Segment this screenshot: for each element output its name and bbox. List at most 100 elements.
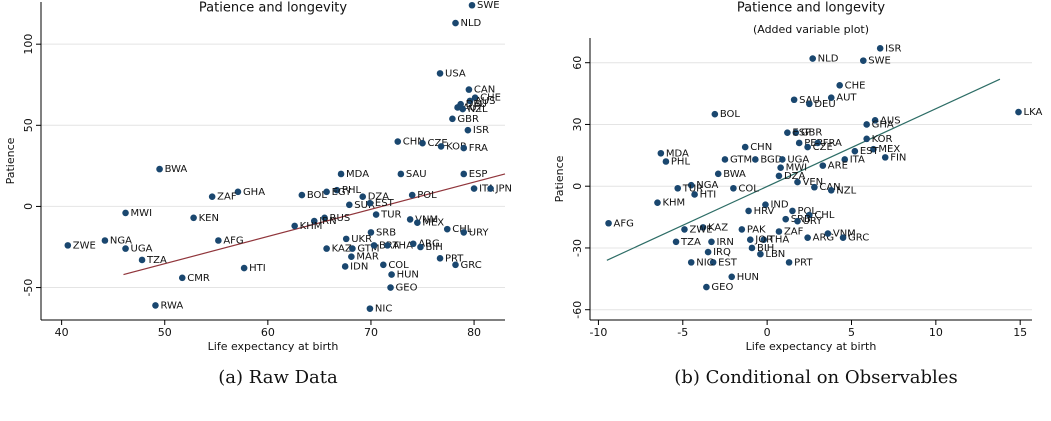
- point: [370, 242, 378, 249]
- point-label: HTI: [700, 189, 717, 200]
- point: [388, 271, 395, 278]
- point-label: IRN: [319, 216, 336, 227]
- point-label: GTM: [730, 154, 752, 165]
- y-tick-label: 0: [571, 183, 584, 190]
- point: [657, 149, 665, 157]
- point: [708, 238, 715, 246]
- point-label: ISR: [885, 43, 901, 54]
- point-label: GRC: [848, 233, 869, 244]
- point: [789, 207, 796, 215]
- point-label: MEX: [878, 144, 900, 155]
- point-label: KEN: [199, 213, 219, 224]
- caption: (b) Conditional on Observables: [674, 367, 957, 388]
- point-label: DEU: [466, 99, 487, 110]
- x-tick-label: 0: [764, 326, 771, 339]
- point: [346, 201, 353, 209]
- point-label: MAR: [356, 252, 378, 263]
- point: [777, 164, 784, 171]
- point: [728, 273, 736, 281]
- point-label: GHA: [872, 119, 894, 130]
- x-axis-label: Life expectancy at birth: [746, 340, 877, 353]
- point-label: IRN: [716, 237, 733, 248]
- point-label: ZAF: [217, 192, 237, 203]
- point: [730, 184, 737, 192]
- point: [794, 217, 801, 225]
- point-label: COL: [388, 260, 409, 271]
- point: [437, 143, 445, 150]
- point-label: UGA: [787, 154, 809, 165]
- chart-title: Patience and longevity: [737, 1, 885, 16]
- point: [711, 110, 719, 118]
- point: [876, 44, 884, 52]
- point: [122, 245, 129, 252]
- x-tick-label: -10: [589, 326, 607, 339]
- point-label: DEU: [814, 99, 835, 110]
- point: [466, 97, 474, 105]
- point-label: SAU: [406, 169, 427, 180]
- point: [406, 216, 414, 223]
- point: [465, 86, 473, 93]
- point: [782, 215, 789, 223]
- point-label: PAK: [747, 224, 766, 235]
- point: [662, 158, 670, 165]
- point: [156, 165, 163, 173]
- point-label: ARG: [418, 239, 440, 250]
- point: [452, 19, 459, 27]
- point-label: KHM: [662, 198, 685, 209]
- point-label: ISR: [473, 125, 489, 136]
- point: [674, 184, 682, 192]
- point-label: GTM: [357, 244, 379, 255]
- point: [672, 238, 680, 246]
- point: [654, 199, 661, 206]
- point-label: BWA: [723, 169, 746, 180]
- point-label: ESP: [469, 169, 488, 180]
- point-label: HUN: [737, 272, 759, 283]
- point: [387, 284, 394, 291]
- point-label: KOR: [872, 134, 893, 145]
- point-label: GEO: [711, 282, 733, 293]
- point-label: ZWE: [73, 240, 96, 251]
- point: [417, 243, 424, 251]
- point: [794, 178, 801, 186]
- point: [881, 154, 889, 161]
- point: [380, 261, 387, 269]
- point-label: HTI: [249, 263, 266, 274]
- point: [342, 235, 350, 243]
- point-label: MDA: [666, 148, 689, 159]
- point: [851, 147, 859, 155]
- point: [806, 100, 813, 108]
- point-label: RUS: [330, 213, 351, 224]
- point: [443, 225, 451, 233]
- point-label: SWE: [868, 56, 891, 67]
- point-label: MEX: [422, 218, 444, 229]
- point-label: BWA: [165, 164, 188, 175]
- point-label: HRV: [754, 206, 775, 217]
- y-tick-label: 100: [22, 34, 35, 55]
- point: [748, 244, 756, 252]
- point: [741, 143, 749, 151]
- point: [699, 224, 707, 231]
- y-tick-label: 60: [571, 56, 584, 70]
- point-label: DZA: [784, 171, 806, 182]
- y-axis-label: Patience: [553, 155, 566, 202]
- point-label: PRT: [445, 253, 464, 264]
- point: [790, 96, 798, 104]
- point: [310, 217, 318, 225]
- point-label: POL: [797, 206, 817, 217]
- point: [323, 245, 330, 252]
- point: [470, 185, 478, 192]
- point: [460, 144, 468, 152]
- point-label: GRC: [461, 260, 482, 271]
- point-label: CZE: [428, 138, 448, 149]
- point: [721, 156, 729, 163]
- point: [366, 305, 374, 312]
- y-tick-label: -60: [571, 301, 584, 319]
- point-label: EGY: [332, 187, 353, 198]
- point: [460, 170, 468, 178]
- point-label: VNM: [833, 229, 856, 240]
- point: [836, 82, 843, 89]
- point: [333, 186, 341, 194]
- point: [681, 226, 688, 233]
- point: [436, 70, 444, 77]
- point: [687, 181, 695, 189]
